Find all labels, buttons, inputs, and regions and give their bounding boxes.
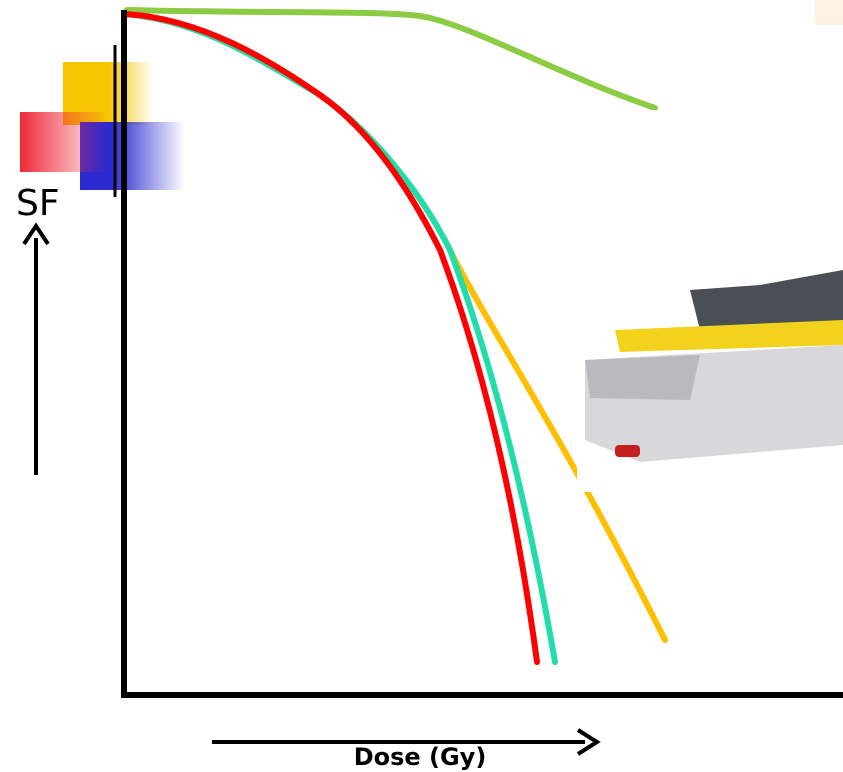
handle	[615, 445, 640, 457]
slide: SF Dose (Gy)	[0, 0, 843, 772]
couch-image	[577, 110, 843, 492]
couch-front	[585, 355, 700, 400]
y-label: SF	[16, 183, 60, 224]
curve-green	[127, 10, 655, 108]
decor	[815, 0, 843, 25]
curve-red	[124, 14, 537, 662]
x-label: Dose (Gy)	[354, 743, 487, 771]
